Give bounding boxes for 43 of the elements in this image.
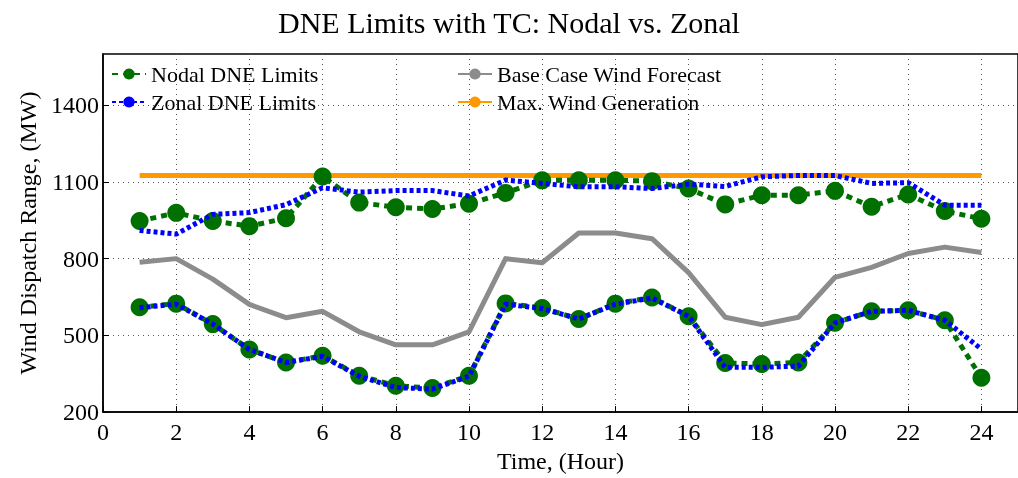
x-tick-label: 10	[457, 419, 481, 446]
point	[496, 183, 515, 202]
x-tick-label: 16	[676, 419, 701, 446]
point	[752, 186, 771, 205]
legend-label: Nodal DNE Limits	[151, 61, 319, 87]
x-tick-label: 2	[170, 419, 183, 446]
legend-label: Max. Wind Generation	[497, 89, 700, 115]
point	[350, 193, 369, 212]
point	[826, 181, 844, 200]
point	[423, 200, 442, 218]
point	[972, 368, 991, 387]
y-tick-label: 500	[63, 322, 99, 349]
point	[167, 203, 186, 222]
x-tick-label: 4	[243, 419, 256, 446]
x-axis-title: Time, (Hour)	[496, 448, 625, 474]
y-tick-label: 200	[63, 399, 99, 426]
x-tick-label: 20	[823, 419, 847, 446]
point	[972, 209, 991, 228]
x-tick-label: 18	[749, 419, 774, 446]
point	[240, 217, 259, 236]
point	[716, 195, 735, 214]
point	[789, 186, 808, 205]
y-tick-label: 1100	[51, 168, 99, 195]
point	[862, 197, 881, 216]
chart-title: DNE Limits with TC: Nodal vs. Zonal	[278, 5, 740, 39]
x-tick-label: 6	[316, 419, 329, 446]
point	[899, 185, 918, 204]
y-tick-label: 1400	[51, 92, 99, 119]
point	[130, 212, 149, 231]
y-axis-title: Wind Dispatch Range, (MW)	[15, 91, 42, 375]
y-tick-label: 800	[63, 245, 99, 272]
x-tick-label: 0	[97, 419, 109, 446]
x-tick-label: 24	[969, 419, 994, 446]
x-tick-label: 8	[389, 419, 402, 446]
point	[277, 209, 295, 228]
legend-label: Base Case Wind Forecast	[497, 61, 722, 87]
point	[313, 167, 332, 186]
x-tick-label: 22	[896, 419, 921, 446]
point	[386, 198, 405, 217]
point	[460, 194, 478, 213]
x-tick-label: 14	[603, 419, 628, 446]
x-tick-label: 12	[530, 419, 555, 446]
legend-label: Zonal DNE Limits	[151, 89, 316, 115]
